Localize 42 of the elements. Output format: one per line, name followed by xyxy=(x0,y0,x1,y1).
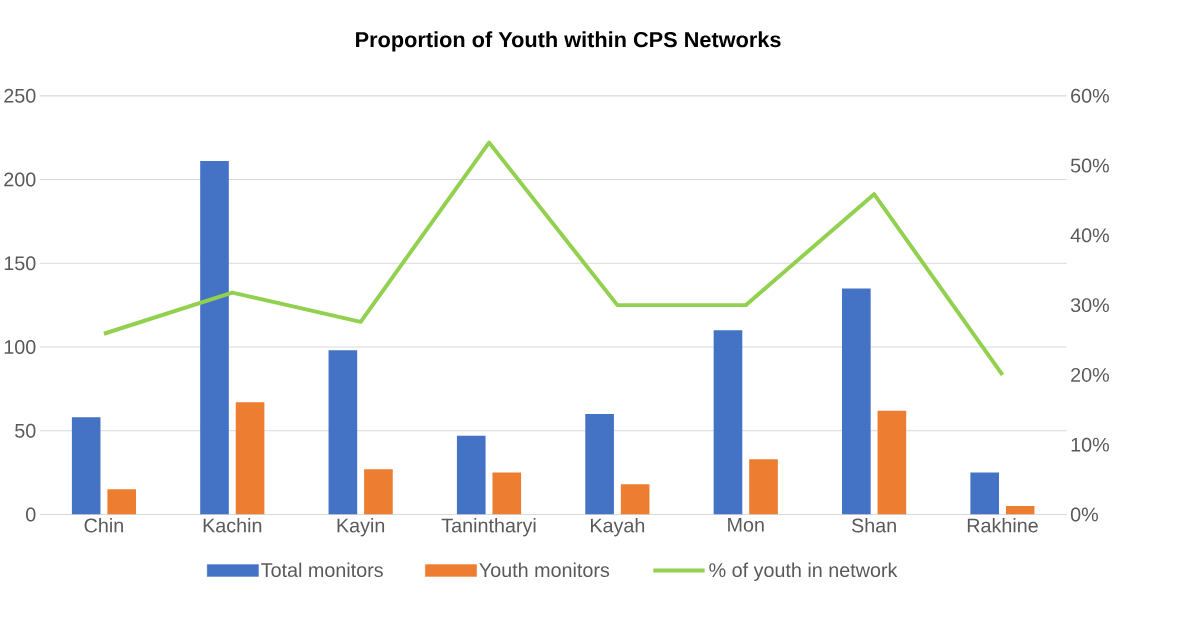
bar xyxy=(200,161,229,515)
bar xyxy=(328,350,358,515)
y-tick-label: 200 xyxy=(4,172,36,187)
chart-title: Proportion of Youth within CPS Networks xyxy=(356,31,781,52)
bar xyxy=(364,469,393,515)
y-tick-label: 100 xyxy=(4,339,36,354)
bar xyxy=(107,489,137,515)
x-tick-label: Chin xyxy=(84,517,123,533)
y2-tick-label: 30% xyxy=(1070,298,1109,313)
x-tick-label: Mon xyxy=(728,517,764,532)
y-tick-label: 150 xyxy=(4,256,36,271)
x-tick-label: Kayah xyxy=(591,517,645,537)
bar xyxy=(235,402,265,515)
legend-label: Total monitors xyxy=(261,562,383,578)
y2-tick-label: 50% xyxy=(1070,158,1109,173)
x-tick-label: Shan xyxy=(851,517,896,533)
y2-tick-label: 60% xyxy=(1071,88,1109,103)
bar xyxy=(713,330,743,515)
bar xyxy=(71,417,101,515)
bar xyxy=(877,410,907,515)
y2-tick-label: 20% xyxy=(1071,367,1109,382)
bar xyxy=(842,288,871,515)
y2-tick-label: 40% xyxy=(1070,228,1109,243)
x-tick-label: Rakhine xyxy=(967,517,1038,533)
legend-label: % of youth in network xyxy=(709,562,898,581)
x-tick-label: Tanintharyi xyxy=(441,517,536,537)
bar xyxy=(749,459,778,515)
bar xyxy=(492,472,522,515)
y2-tick-label: 0% xyxy=(1070,507,1098,522)
bar xyxy=(620,484,650,515)
bar xyxy=(970,472,1000,515)
y-tick-label: 50 xyxy=(15,423,36,438)
x-tick-label: Kayin xyxy=(337,517,385,537)
bar xyxy=(585,413,614,515)
x-tick-label: Kachin xyxy=(203,517,262,533)
y-tick-label: 250 xyxy=(4,88,36,103)
y-tick-label: 0 xyxy=(26,507,36,522)
legend-label: Youth monitors xyxy=(479,562,610,578)
y2-tick-label: 10% xyxy=(1071,437,1109,452)
bar xyxy=(456,435,486,515)
bar xyxy=(1005,506,1035,515)
line-series xyxy=(101,140,1005,377)
